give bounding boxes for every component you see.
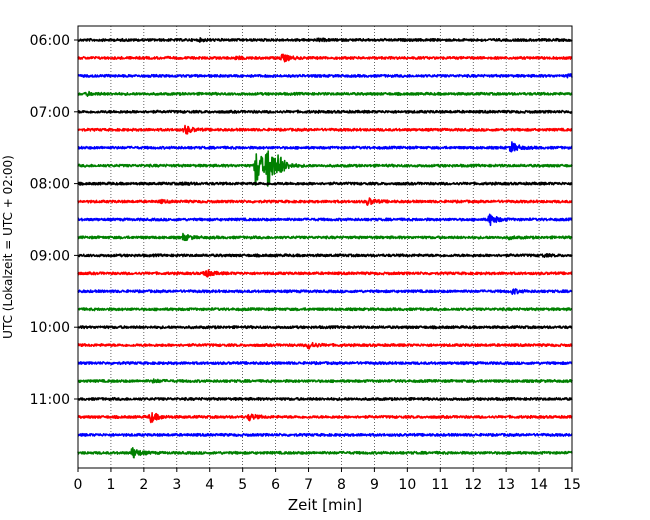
- y-tick-label-1100: 11:00: [30, 392, 70, 408]
- trace-row-0745: [77, 150, 573, 187]
- trace-row-0700: [77, 109, 573, 114]
- trace-row-0815: [77, 197, 573, 206]
- trace-row-0715: [77, 124, 573, 135]
- x-axis-title: Zeit [min]: [288, 496, 362, 514]
- x-tick-label-7: 7: [304, 477, 313, 493]
- trace-row-1030: [77, 361, 573, 366]
- x-tick-label-2: 2: [139, 477, 148, 493]
- trace-row-0830: [77, 213, 573, 227]
- x-tick-label-11: 11: [431, 477, 449, 493]
- trace-row-0600: [77, 37, 573, 43]
- x-tick-label-9: 9: [370, 477, 379, 493]
- x-tick-label-6: 6: [271, 477, 280, 493]
- y-tick-labels: 06:00 07:00 08:00 09:00 10:00 11:00: [30, 33, 70, 408]
- x-tick-label-14: 14: [530, 477, 548, 493]
- trace-row-1045: [77, 378, 573, 384]
- y-tick-label-0800: 08:00: [30, 177, 70, 193]
- x-tick-label-10: 10: [398, 477, 416, 493]
- x-tick-label-0: 0: [74, 477, 83, 493]
- y-tick-label-1000: 10:00: [30, 320, 70, 336]
- trace-row-0645: [77, 90, 573, 97]
- y-tick-label-0900: 09:00: [30, 248, 70, 264]
- trace-row-0615: [77, 53, 573, 63]
- x-tick-label-4: 4: [205, 477, 214, 493]
- x-tick-label-3: 3: [172, 477, 181, 493]
- x-tick-label-1: 1: [106, 477, 115, 493]
- axis-ticks: [74, 39, 573, 472]
- y-tick-label-0600: 06:00: [30, 33, 70, 49]
- trace-row-0900: [77, 252, 573, 259]
- trace-row-0945: [77, 307, 573, 312]
- x-tick-label-13: 13: [497, 477, 515, 493]
- trace-lines: [77, 37, 573, 459]
- x-tick-label-5: 5: [238, 477, 247, 493]
- trace-row-0915: [77, 269, 573, 278]
- y-axis-title: UTC (Lokalzeit = UTC + 02:00): [1, 155, 15, 339]
- trace-row-0930: [77, 288, 573, 295]
- plot-frame: [77, 25, 573, 469]
- x-tick-label-15: 15: [563, 477, 581, 493]
- trace-row-1000: [77, 325, 573, 330]
- trace-row-0845: [77, 232, 573, 242]
- x-tick-label-12: 12: [464, 477, 482, 493]
- x-tick-labels: 0 1 2 3 4 5 6 7 8 9 10 11 12 13 14 15: [74, 477, 581, 493]
- trace-row-1130: [77, 432, 573, 438]
- trace-row-0800: [77, 181, 573, 186]
- trace-row-1100: [77, 396, 573, 402]
- trace-row-0730: [77, 141, 573, 153]
- trace-row-1145: [77, 446, 573, 459]
- trace-row-1115: [77, 412, 573, 424]
- x-tick-label-8: 8: [337, 477, 346, 493]
- trace-row-1015: [77, 341, 573, 350]
- y-tick-label-0700: 07:00: [30, 105, 70, 121]
- trace-row-0630: [77, 73, 573, 79]
